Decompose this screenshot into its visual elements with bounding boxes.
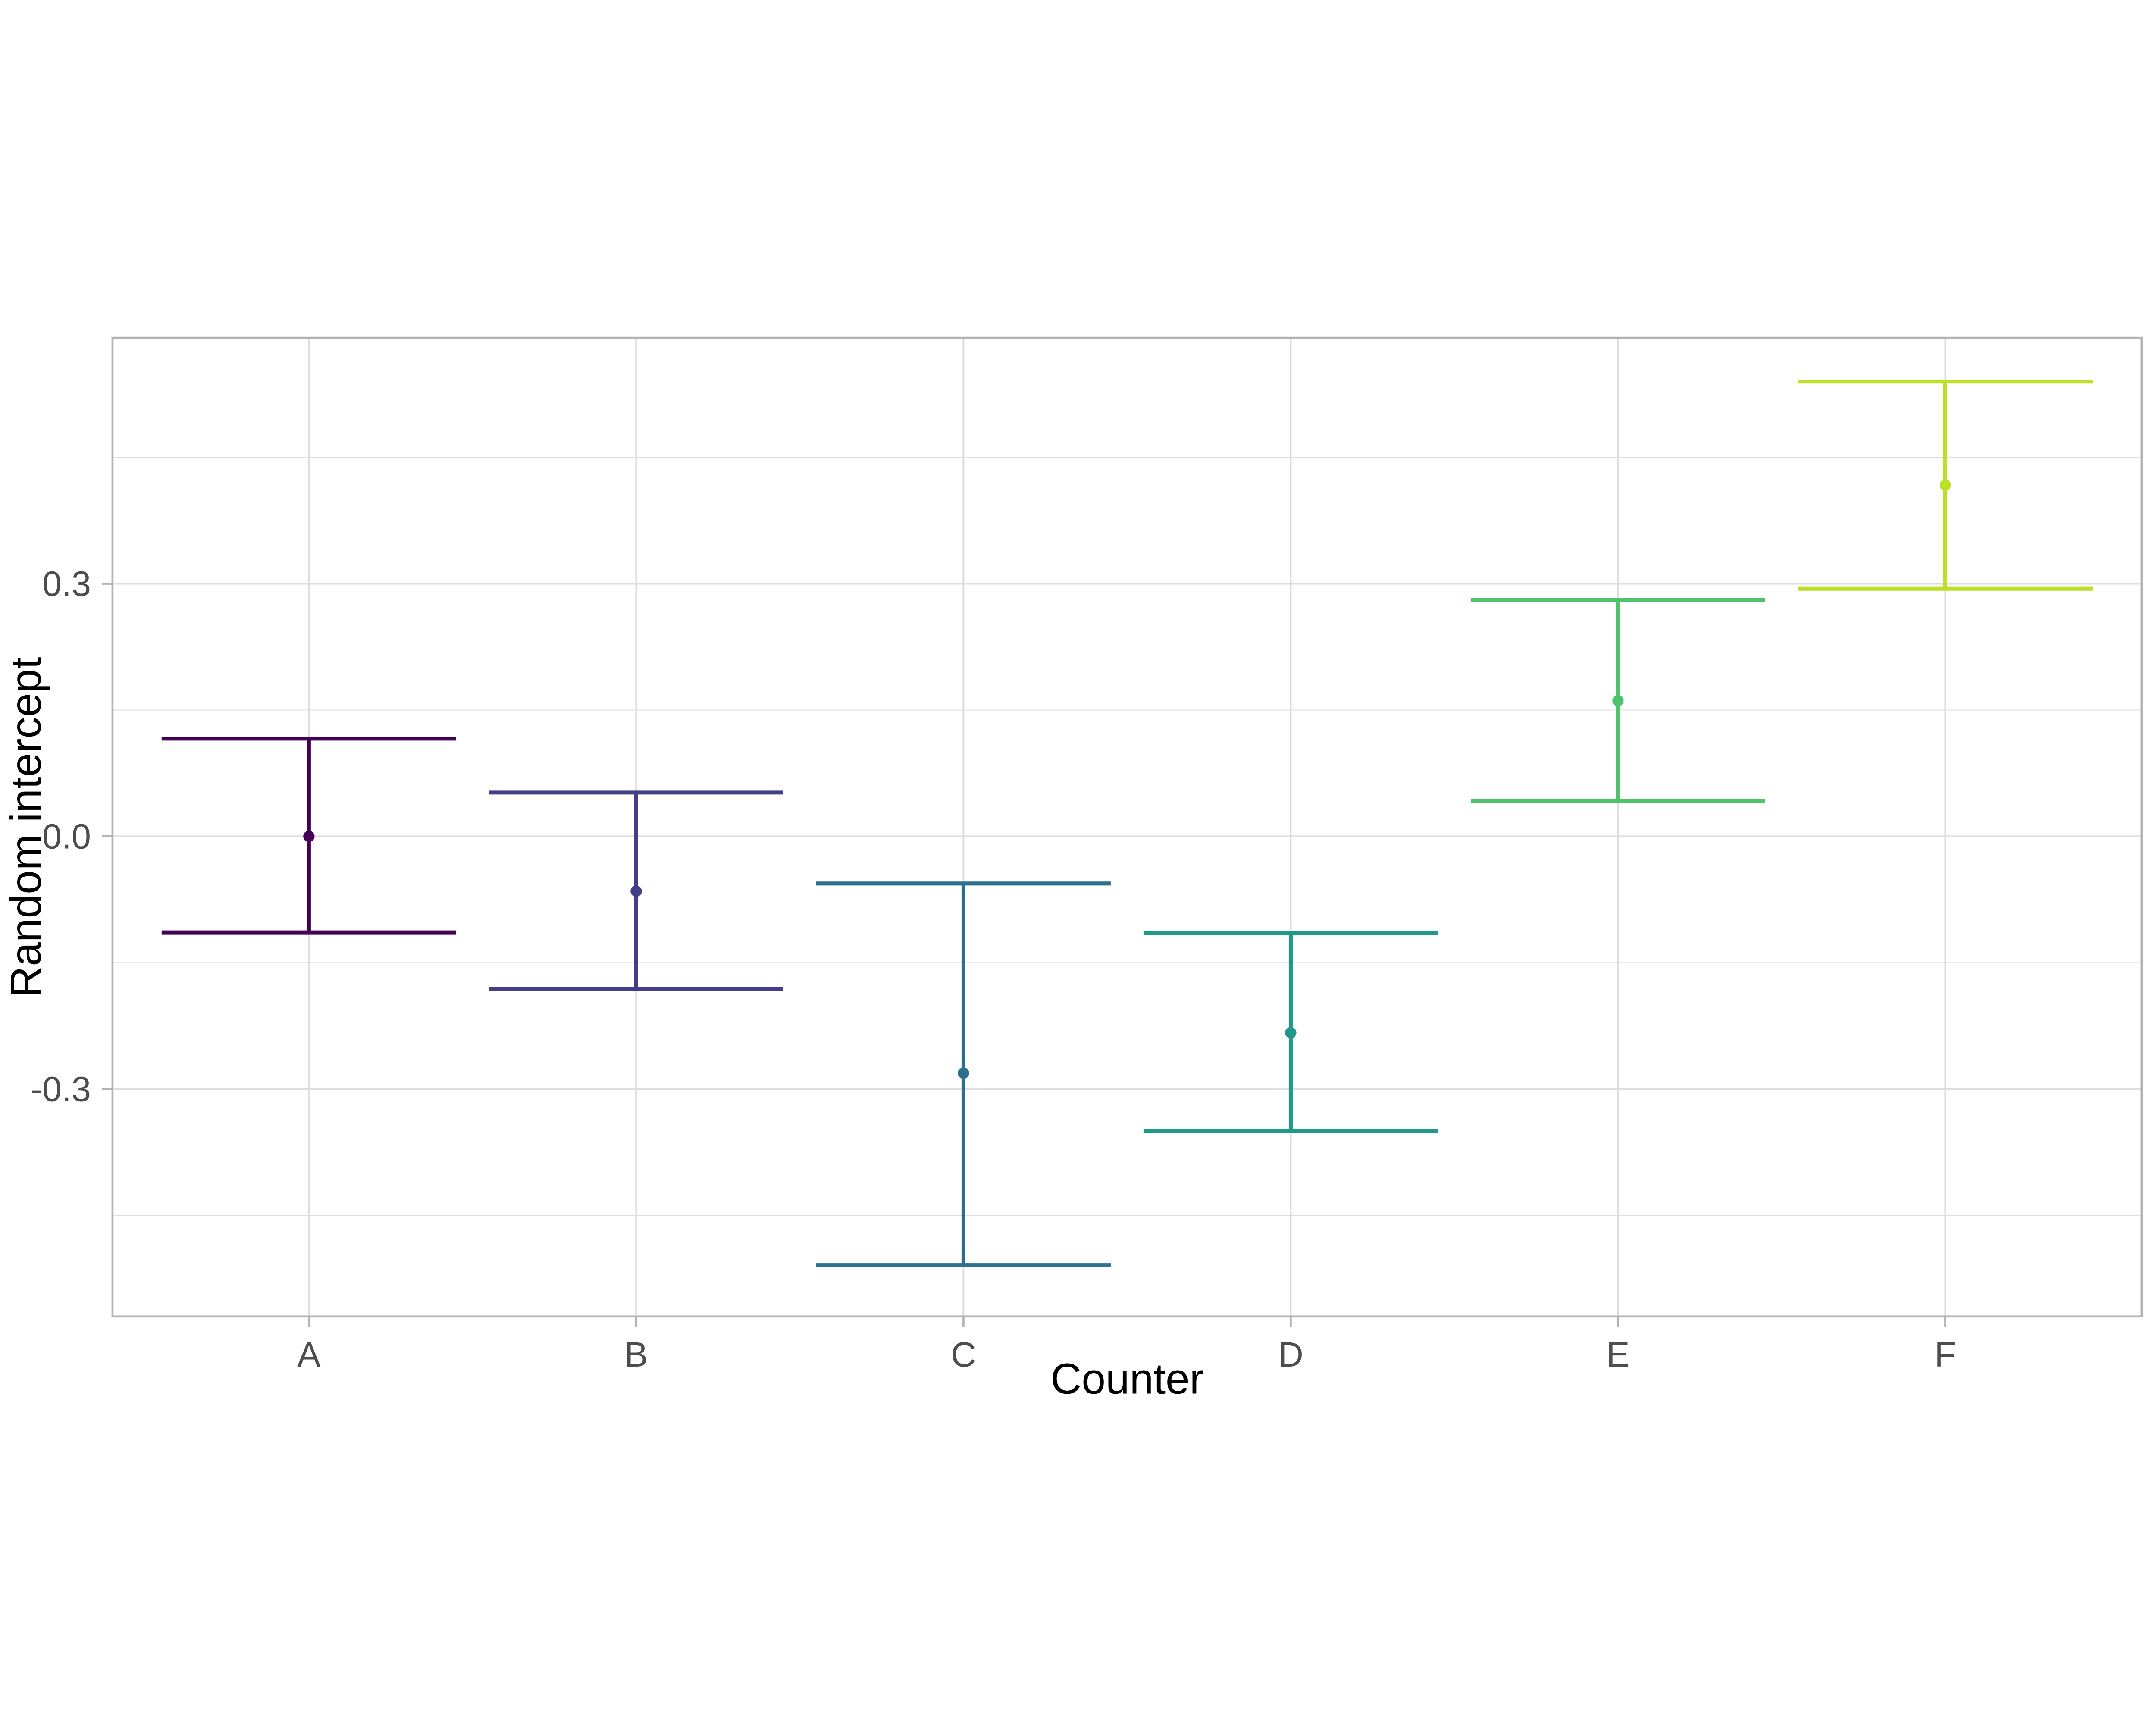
error-bar-e bbox=[1470, 598, 1765, 803]
gridlines bbox=[112, 338, 2142, 1317]
point-e bbox=[1612, 695, 1624, 707]
panel-border-rect bbox=[111, 336, 2143, 1318]
point-a bbox=[303, 831, 315, 842]
error-bar-f bbox=[1798, 380, 2093, 591]
x-tick-label-d: D bbox=[1278, 1335, 1304, 1374]
point-d bbox=[1285, 1027, 1297, 1038]
error-bars bbox=[161, 380, 2093, 1267]
y-tick-label-0.0: 0.0 bbox=[42, 817, 91, 856]
error-bar-d bbox=[1143, 931, 1438, 1133]
point-b bbox=[630, 885, 642, 897]
x-tick-label-b: B bbox=[624, 1335, 648, 1374]
x-tick-label-a: A bbox=[297, 1335, 321, 1374]
error-bar-a bbox=[161, 737, 456, 935]
plot-panel bbox=[112, 338, 2142, 1317]
x-axis-title: Counter bbox=[1050, 1355, 1204, 1403]
x-tick-label-c: C bbox=[951, 1335, 976, 1374]
panel-border bbox=[111, 336, 2143, 1318]
axis-tick-labels: 0.3 0.0 -0.3 A B C D E F bbox=[31, 565, 1956, 1374]
point-f bbox=[1940, 479, 1951, 491]
axis-ticks bbox=[101, 583, 1946, 1327]
error-bar-c bbox=[816, 881, 1111, 1267]
y-axis-title: Random intercept bbox=[2, 657, 50, 997]
y-tick-label--0.3: -0.3 bbox=[31, 1070, 91, 1109]
error-bar-b bbox=[489, 790, 783, 991]
x-tick-label-f: F bbox=[1935, 1335, 1956, 1374]
panel-background bbox=[112, 338, 2142, 1317]
y-tick-label-0.3: 0.3 bbox=[42, 565, 91, 604]
x-tick-label-e: E bbox=[1606, 1335, 1630, 1374]
point-c bbox=[958, 1067, 969, 1079]
